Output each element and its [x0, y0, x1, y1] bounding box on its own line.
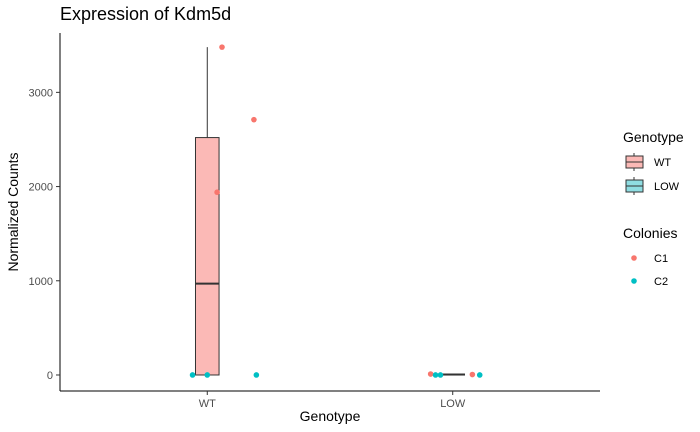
data-point-c1: [214, 189, 220, 196]
data-point-c1: [251, 116, 257, 123]
x-tick-label: WT: [199, 398, 216, 410]
data-point-c2: [437, 372, 444, 378]
legend-colony-c2: C2: [631, 276, 668, 288]
data-point-c2: [204, 372, 211, 378]
legend-colony-c1: C1: [631, 253, 668, 265]
legend-colonies-title: Colonies: [623, 225, 677, 241]
legend-genotype-items: WT LOW: [625, 153, 680, 195]
boxes: [194, 47, 466, 376]
chart-title: Expression of Kdm5d: [60, 4, 231, 24]
data-point-c2: [253, 372, 260, 378]
data-points: [189, 44, 483, 378]
legend-colony-label: C1: [654, 253, 668, 265]
data-point-c1: [219, 44, 225, 50]
data-point-c2: [476, 372, 483, 378]
plot-area: 0 1000 2000 3000 WT LOW: [29, 33, 600, 410]
data-point-c2: [432, 372, 439, 378]
x-ticks: WT LOW: [199, 391, 466, 410]
box-body: [194, 137, 220, 376]
y-tick-label: 0: [47, 370, 53, 382]
legend-genotype-label: WT: [654, 157, 671, 169]
x-axis-title: Genotype: [300, 408, 361, 424]
data-point-c2: [189, 372, 196, 378]
box-wt: [194, 47, 220, 376]
legend-genotype-low: LOW: [625, 177, 680, 195]
legend: Genotype WT LOW Colonies C1 C2: [623, 129, 684, 288]
legend-key-point: [631, 255, 637, 261]
y-ticks: 0 1000 2000 3000: [29, 87, 60, 382]
y-tick-label: 3000: [29, 87, 53, 99]
data-point-c1: [469, 371, 476, 378]
legend-genotype-label: LOW: [654, 181, 680, 193]
y-tick-label: 2000: [29, 182, 53, 194]
y-tick-label: 1000: [29, 276, 53, 288]
legend-genotype-title: Genotype: [623, 129, 684, 145]
x-tick-label: LOW: [440, 398, 466, 410]
legend-colonies-items: C1 C2: [631, 253, 668, 288]
y-axis-title: Normalized Counts: [5, 152, 21, 271]
legend-colony-label: C2: [654, 276, 668, 288]
data-point-c1: [427, 371, 434, 377]
box-low: [440, 373, 466, 376]
legend-key-point: [631, 278, 637, 284]
legend-genotype-wt: WT: [625, 153, 671, 171]
